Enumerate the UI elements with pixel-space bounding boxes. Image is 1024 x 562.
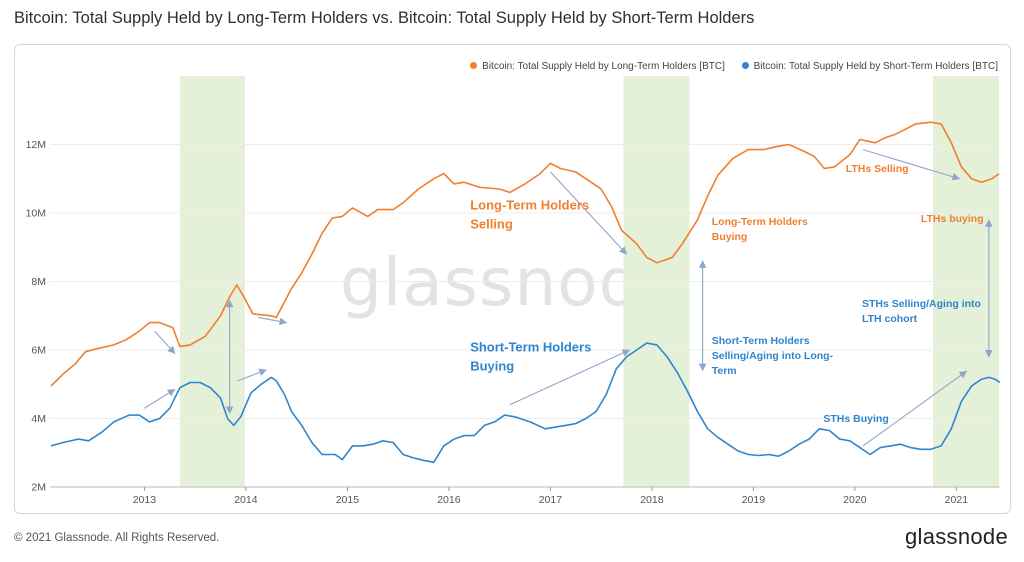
annotation-line: Long-Term Holders bbox=[712, 216, 808, 228]
x-tick-label: 2014 bbox=[234, 494, 258, 506]
copyright: © 2021 Glassnode. All Rights Reserved. bbox=[14, 532, 220, 544]
annotation-arrow-0 bbox=[154, 330, 176, 354]
annotation-5: LTHs buying bbox=[921, 213, 984, 225]
chart-title: Bitcoin: Total Supply Held by Long-Term … bbox=[14, 9, 755, 27]
legend: Bitcoin: Total Supply Held by Long-Term … bbox=[456, 61, 998, 72]
annotation-3: Short-Term Holders Selling/Aging into Lon… bbox=[712, 335, 834, 377]
x-tick-label: 2016 bbox=[437, 494, 461, 506]
footer-logo: glassnode bbox=[905, 524, 1008, 549]
x-tick-label: 2020 bbox=[843, 494, 867, 506]
annotation-arrow-4 bbox=[549, 171, 628, 255]
annotation-line: Short-Term Holders bbox=[712, 335, 810, 347]
annotation-line: Selling/Aging into Long- bbox=[712, 350, 834, 362]
annotation-line: LTH cohort bbox=[862, 313, 918, 325]
annotation-0: Long-Term Holders Selling bbox=[470, 198, 589, 232]
annotation-line: Selling bbox=[470, 217, 513, 232]
annotation-line: LTHs buying bbox=[921, 213, 984, 225]
series-line-sth bbox=[50, 342, 1001, 464]
legend-item-lth[interactable]: Bitcoin: Total Supply Held by Long-Term … bbox=[470, 61, 725, 72]
legend-item-sth[interactable]: Bitcoin: Total Supply Held by Short-Term… bbox=[741, 61, 998, 72]
legend-dot-lth bbox=[470, 62, 478, 69]
annotation-6: STHs Selling/Aging into LTH cohort bbox=[862, 298, 981, 325]
annotation-1: Short-Term Holders Buying bbox=[470, 340, 591, 374]
x-tick-label: 2017 bbox=[539, 494, 563, 506]
y-tick-label: 12M bbox=[26, 139, 46, 151]
legend-label-lth: Bitcoin: Total Supply Held by Long-Term … bbox=[482, 61, 725, 72]
annotation-2: Long-Term Holders Buying bbox=[712, 216, 808, 243]
annotation-arrow-6 bbox=[862, 149, 961, 181]
annotation-line: Long-Term Holders bbox=[470, 198, 589, 213]
legend-label-sth: Bitcoin: Total Supply Held by Short-Term… bbox=[753, 61, 998, 72]
y-tick-label: 10M bbox=[26, 208, 46, 220]
annotation-arrow-7 bbox=[862, 370, 968, 447]
y-tick-label: 2M bbox=[31, 482, 46, 494]
annotation-7: STHs Buying bbox=[823, 413, 888, 425]
annotation-line: STHs Selling/Aging into bbox=[862, 298, 981, 310]
y-tick-label: 8M bbox=[31, 276, 46, 288]
annotation-arrow-2 bbox=[257, 316, 288, 326]
annotation-line: LTHs Selling bbox=[846, 163, 909, 175]
x-tick-label: 2019 bbox=[742, 494, 766, 506]
series-line-lth bbox=[50, 121, 1000, 387]
x-tick-label: 2018 bbox=[640, 494, 664, 506]
x-tick-label: 2013 bbox=[133, 494, 157, 506]
chart-frame bbox=[14, 44, 1011, 514]
annotation-line: Short-Term Holders bbox=[470, 340, 591, 355]
annotation-line: Term bbox=[712, 365, 737, 377]
x-tick-label: 2015 bbox=[336, 494, 360, 506]
annotation-line: Buying bbox=[470, 359, 514, 374]
annotation-line: STHs Buying bbox=[823, 413, 888, 425]
annotation-4: LTHs Selling bbox=[846, 163, 909, 175]
annotation-arrow-3 bbox=[237, 368, 267, 382]
annotation-arrow-1 bbox=[144, 388, 176, 409]
y-tick-label: 4M bbox=[31, 413, 46, 425]
annotation-line: Buying bbox=[712, 231, 748, 243]
legend-dot-sth bbox=[741, 62, 749, 69]
x-tick-label: 2021 bbox=[945, 494, 969, 506]
y-tick-label: 6M bbox=[31, 345, 46, 357]
annotation-arrow-5 bbox=[509, 349, 631, 406]
